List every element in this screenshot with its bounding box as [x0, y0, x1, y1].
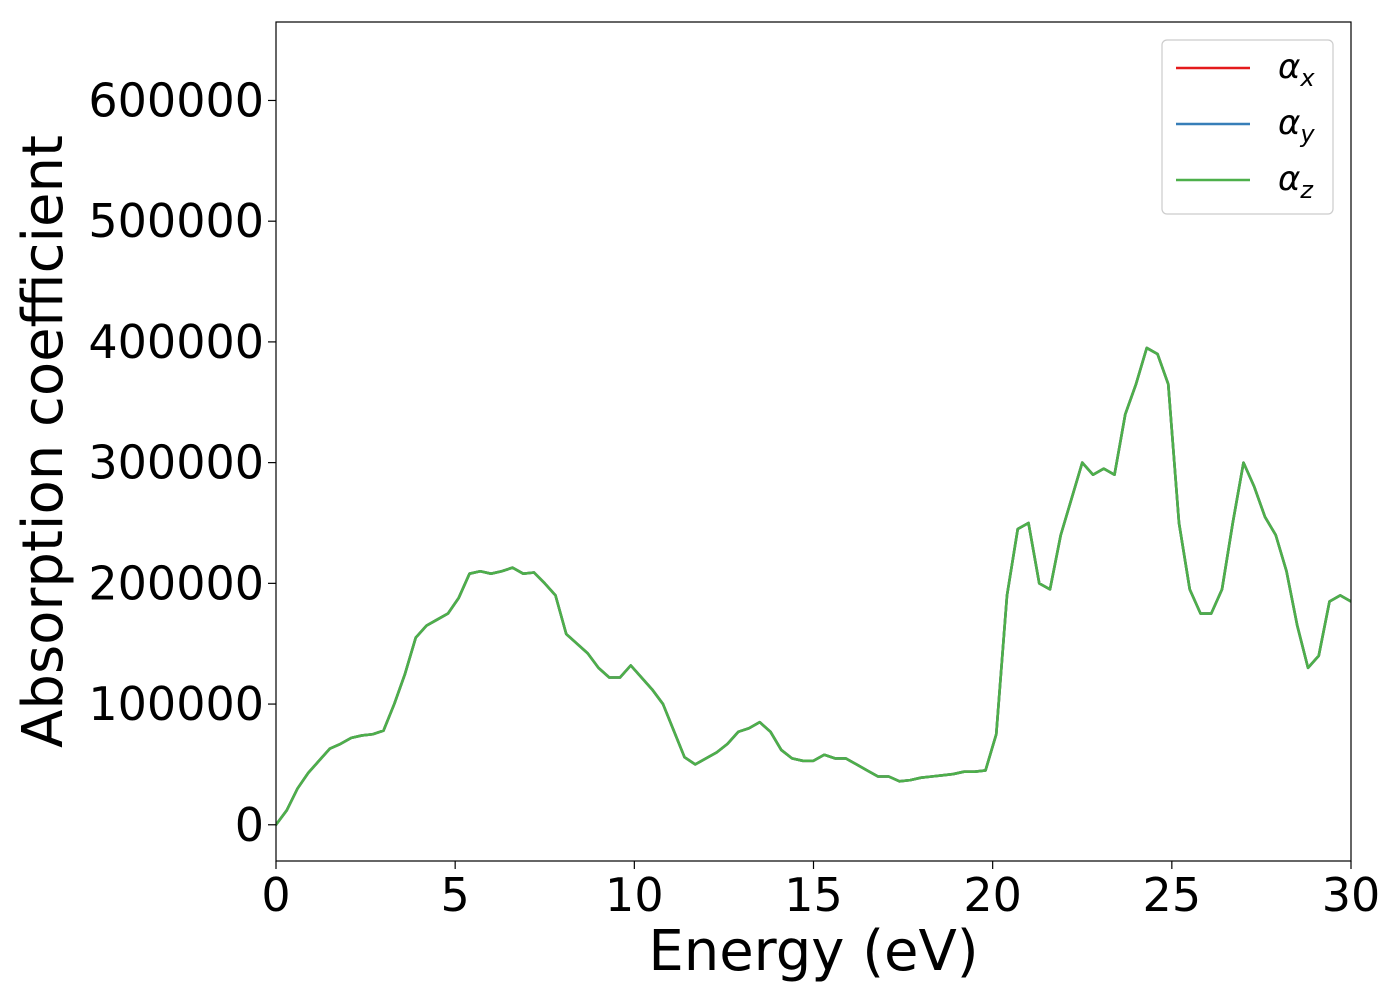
legend: αx αy αz [1161, 39, 1334, 215]
x-tick-label: 15 [784, 868, 843, 922]
y-tick-label: 100000 [88, 677, 264, 731]
y-tick-label: 500000 [88, 194, 264, 248]
y-tick-label: 200000 [88, 556, 264, 610]
y-axis-ticks: 0 100000 200000 300000 400000 500000 600000 [88, 73, 276, 852]
legend-label-z: αz [1278, 159, 1314, 204]
y-axis-title: Absorption coefficient [11, 135, 76, 748]
legend-box [1161, 39, 1334, 215]
x-tick-label: 20 [963, 868, 1022, 922]
y-tick-label: 400000 [88, 315, 264, 369]
y-tick-label: 300000 [88, 436, 264, 490]
series-line-z [276, 346, 1351, 827]
legend-label-y: αy [1278, 103, 1315, 148]
x-tick-label: 0 [261, 868, 290, 922]
legend-label-x: αx [1278, 47, 1315, 92]
x-tick-label: 25 [1143, 868, 1202, 922]
series-layer [276, 346, 1351, 827]
y-tick-label: 0 [235, 798, 264, 852]
x-axis-ticks: 0 5 10 15 20 25 30 [261, 861, 1380, 922]
x-tick-label: 5 [441, 868, 470, 922]
x-axis-title: Energy (eV) [648, 919, 978, 984]
x-tick-label: 30 [1322, 868, 1381, 922]
y-tick-label: 600000 [88, 73, 264, 127]
x-tick-label: 10 [605, 868, 664, 922]
